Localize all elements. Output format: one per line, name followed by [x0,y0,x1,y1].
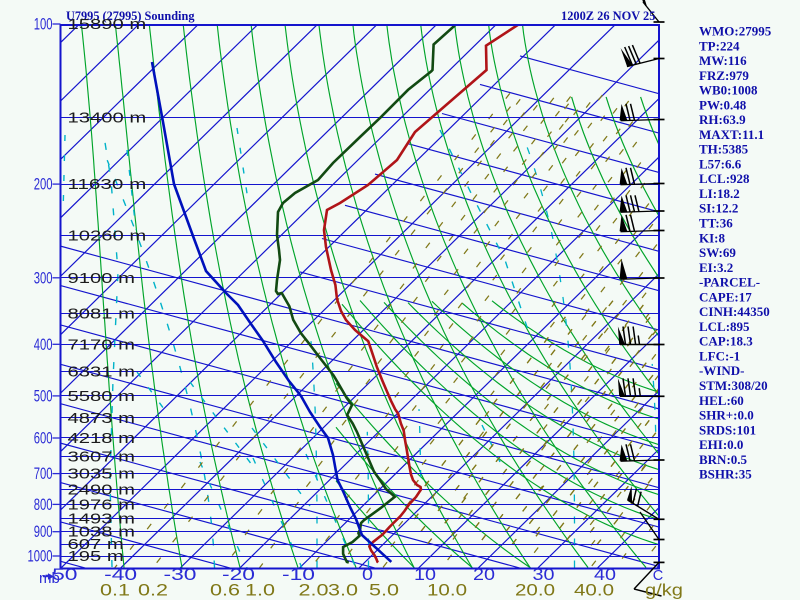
svg-text:KI:8: KI:8 [699,230,726,245]
svg-text:EHI:0.0: EHI:0.0 [699,437,743,452]
svg-text:g/kg: g/kg [645,581,683,600]
svg-text:800: 800 [34,495,53,514]
svg-text:1000: 1000 [28,547,53,566]
svg-text:-40: -40 [104,565,137,584]
svg-text:40.0: 40.0 [574,581,614,600]
svg-text:8081 m: 8081 m [68,305,136,322]
svg-text:MAXT:11.1: MAXT:11.1 [699,127,764,142]
svg-text:TP:224: TP:224 [699,38,740,53]
svg-text:LCL:895: LCL:895 [699,319,750,334]
svg-text:30: 30 [533,565,555,584]
svg-text:11630 m: 11630 m [68,176,147,193]
svg-text:600: 600 [34,429,53,448]
svg-text:WB0:1008: WB0:1008 [699,83,758,98]
svg-text:1038 m: 1038 m [68,524,136,541]
svg-text:-WIND-: -WIND- [699,363,745,378]
svg-text:20: 20 [473,565,495,584]
svg-text:STM:308/20: STM:308/20 [699,378,768,393]
svg-text:SRDS:101: SRDS:101 [699,422,756,437]
svg-text:HEL:60: HEL:60 [699,393,744,408]
svg-text:200: 200 [34,175,53,194]
svg-text:RH:63.9: RH:63.9 [699,112,746,127]
svg-text:6331 m: 6331 m [68,364,136,381]
svg-text:-20: -20 [222,565,255,584]
svg-text:400: 400 [34,335,53,354]
svg-text:5580 m: 5580 m [68,388,136,405]
svg-text:LFC:-1: LFC:-1 [699,348,740,363]
svg-text:1200Z 26 NOV 25: 1200Z 26 NOV 25 [561,9,655,23]
svg-text:1976 m: 1976 m [68,496,136,513]
svg-text:500: 500 [34,386,53,405]
svg-text:300: 300 [34,268,53,287]
svg-text:4873 m: 4873 m [68,410,136,427]
svg-text:CINH:44350: CINH:44350 [699,304,770,319]
svg-text:C: C [653,568,663,584]
svg-text:1493 m: 1493 m [68,511,136,528]
svg-text:CAPE:17: CAPE:17 [699,289,752,304]
svg-text:TH:5385: TH:5385 [699,142,749,157]
svg-text:7170 m: 7170 m [68,336,136,353]
svg-text:-PARCEL-: -PARCEL- [699,275,760,290]
svg-text:607 m: 607 m [68,536,124,553]
svg-text:0.1: 0.1 [100,581,130,600]
svg-text:2.0: 2.0 [299,581,329,600]
svg-text:EI:3.2: EI:3.2 [699,260,733,275]
svg-text:20.0: 20.0 [515,581,555,600]
svg-text:U7995 (27995) Sounding: U7995 (27995) Sounding [66,9,195,23]
svg-text:5.0: 5.0 [369,581,399,600]
svg-text:900: 900 [34,522,53,541]
svg-text:FRZ:979: FRZ:979 [699,68,749,83]
svg-text:SHR+:0.0: SHR+:0.0 [699,408,754,423]
svg-text:-30: -30 [164,565,197,584]
svg-text:10.0: 10.0 [427,581,467,600]
svg-text:40: 40 [594,565,616,584]
svg-text:13400 m: 13400 m [68,110,147,127]
svg-text:10260 m: 10260 m [68,228,147,245]
svg-text:10: 10 [414,565,436,584]
svg-text:15890 m: 15890 m [68,16,147,33]
svg-text:BRN:0.5: BRN:0.5 [699,452,748,467]
svg-text:0: 0 [362,565,373,584]
svg-text:9100 m: 9100 m [68,270,136,287]
svg-text:100: 100 [34,15,53,34]
svg-text:195 m: 195 m [68,548,124,565]
svg-text:700: 700 [34,464,53,483]
svg-text:CAP:18.3: CAP:18.3 [699,334,753,349]
svg-text:LCL:928: LCL:928 [699,171,750,186]
svg-text:MW:116: MW:116 [699,53,747,68]
svg-text:SW:69: SW:69 [699,245,736,260]
svg-text:-50: -50 [45,565,78,584]
svg-text:BSHR:35: BSHR:35 [699,467,752,482]
svg-text:PW:0.48: PW:0.48 [699,97,747,112]
svg-text:LI:18.2: LI:18.2 [699,186,740,201]
svg-text:TT:36: TT:36 [699,216,733,231]
svg-text:0.2: 0.2 [138,581,168,600]
svg-text:3035 m: 3035 m [68,466,136,483]
svg-text:2490 m: 2490 m [68,482,136,499]
svg-text:L57:6.6: L57:6.6 [699,156,742,171]
svg-text:4218 m: 4218 m [68,430,136,447]
svg-text:1.0: 1.0 [245,581,275,600]
svg-text:-10: -10 [282,565,315,584]
svg-text:0.6: 0.6 [210,581,240,600]
svg-text:SI:12.2: SI:12.2 [699,201,738,216]
svg-text:3607 m: 3607 m [68,449,136,466]
svg-text:WMO:27995: WMO:27995 [699,24,772,39]
svg-text:3.0: 3.0 [328,581,358,600]
